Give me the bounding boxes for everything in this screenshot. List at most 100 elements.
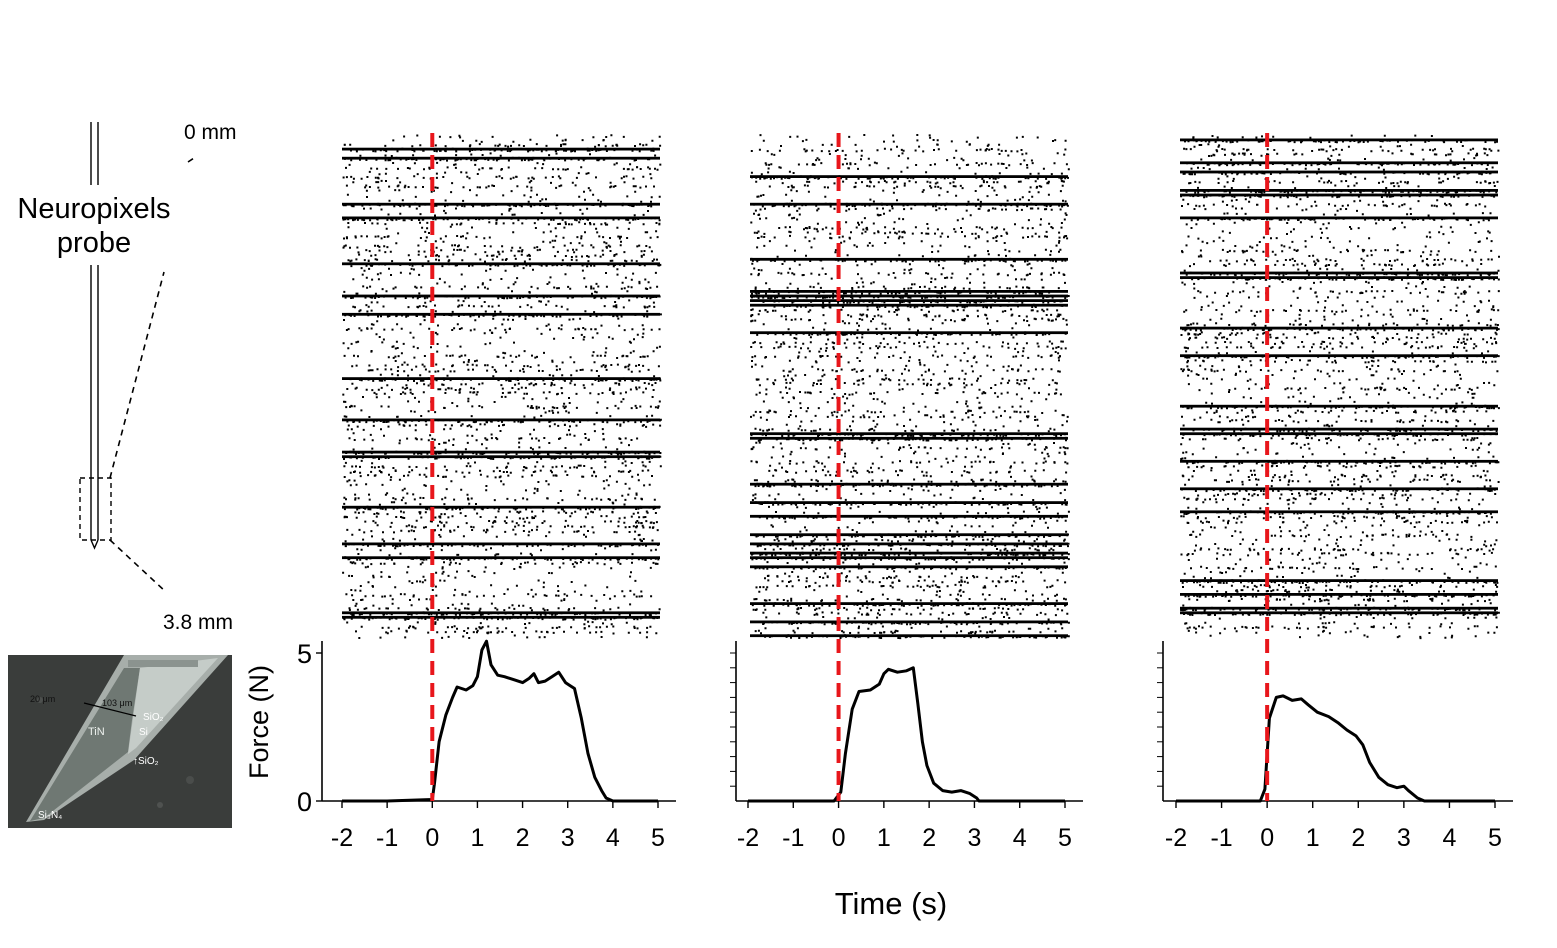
spike-row: [754, 482, 1059, 488]
spike-row: [770, 524, 1049, 529]
spike-row: [346, 386, 655, 392]
spike-row: [1180, 551, 1493, 557]
spike-row: [755, 441, 1055, 447]
spike-row: [1193, 207, 1412, 212]
spike-row: [1186, 363, 1457, 369]
spike-row: [363, 207, 649, 212]
spike-row: [770, 455, 1050, 460]
spike-row: [1183, 308, 1500, 314]
spike-row: [751, 359, 1060, 364]
micrograph-label-sio2-top: SiO₂: [143, 712, 164, 723]
probe-label-mask: [60, 185, 130, 265]
spike-row: [349, 611, 657, 617]
spike-row: [361, 271, 657, 276]
spike-row: [348, 437, 639, 442]
spike-row: [378, 336, 644, 341]
spike-row: [752, 606, 1064, 612]
spike-row: [344, 294, 661, 300]
spike-row: [1181, 248, 1493, 254]
spike-row: [342, 377, 662, 382]
spike-row: [768, 469, 1068, 474]
spike-row: [357, 552, 634, 557]
probe-title-line2: probe: [57, 227, 131, 259]
spike-row: [1201, 239, 1493, 245]
spike-row: [343, 616, 659, 621]
micrograph-label-si3n4: Si₃N₄: [38, 810, 62, 821]
spike-row-band: [342, 216, 660, 220]
spike-row: [379, 373, 656, 378]
spike-row: [1183, 216, 1493, 222]
spike-row: [344, 313, 662, 318]
spike-row: [757, 436, 1067, 442]
spike-row: [751, 354, 1061, 359]
x-tick-label: 5: [651, 824, 665, 852]
spike-row: [343, 400, 661, 405]
spike-row: [750, 446, 1069, 451]
spike-row: [1187, 478, 1500, 483]
x-axis-label: Time (s): [835, 886, 948, 921]
spike-row: [395, 239, 622, 245]
spike-row: [1181, 487, 1496, 493]
spike-row: [345, 184, 655, 190]
micrograph-shank-si: [128, 658, 218, 754]
spike-row: [342, 570, 632, 575]
spike-row: [753, 212, 1068, 217]
spike-row: [776, 253, 1052, 258]
spike-row: [793, 336, 1015, 341]
x-tick-label: 5: [1488, 824, 1502, 852]
spike-row: [1180, 515, 1493, 520]
spike-row: [358, 308, 649, 314]
spike-row: [769, 464, 1012, 470]
spike-row: [1182, 602, 1492, 607]
spike-row: [1188, 597, 1491, 603]
spike-row: [755, 583, 1054, 589]
spike-row-band: [750, 432, 1068, 436]
spike-row: [359, 152, 657, 157]
x-tick-label: 1: [470, 824, 484, 852]
spike-row: [815, 156, 1033, 162]
spike-row-band: [342, 450, 660, 454]
spike-row: [780, 143, 1001, 148]
spike-row: [1197, 253, 1500, 258]
spike-row: [358, 253, 645, 258]
spike-row: [750, 432, 1066, 438]
spike-row: [343, 235, 659, 240]
spike-row: [1181, 202, 1487, 208]
spike-row: [354, 492, 638, 497]
spike-row: [354, 602, 632, 607]
force-axes: -2 -1 0 1 2 3 4 5: [1157, 641, 1513, 852]
spike-row: [1187, 464, 1477, 469]
micrograph-label-103um: 103 μm: [102, 698, 132, 708]
spike-row: [359, 583, 609, 589]
spike-row: [364, 519, 658, 525]
spike-row: [1189, 533, 1473, 538]
spike-row: [1180, 368, 1499, 373]
force-trace: [1176, 694, 1495, 803]
spike-row-band: [750, 565, 1068, 569]
x-tick-label: 1: [877, 824, 891, 852]
spike-row: [1186, 459, 1500, 465]
spike-row: [343, 473, 653, 479]
spike-row: [750, 221, 1063, 226]
spike-row: [1197, 290, 1500, 295]
spike-row: [397, 230, 658, 235]
spike-row-band: [342, 455, 660, 459]
spike-row: [345, 327, 661, 332]
spike-row: [1192, 574, 1479, 580]
spike-row: [762, 138, 1067, 143]
micrograph-debris: [37, 697, 43, 703]
spike-row: [342, 244, 651, 249]
spike-row: [1180, 276, 1500, 281]
micrograph-pad-row: [128, 660, 198, 667]
spike-row: [1205, 400, 1473, 405]
spike-row: [1211, 299, 1490, 304]
spike-row: [781, 395, 1048, 401]
spike-row-band: [342, 611, 660, 615]
spike-row: [401, 487, 631, 492]
spike-row: [343, 143, 662, 148]
spike-row: [790, 189, 1062, 194]
spike-row: [1186, 519, 1498, 525]
spike-row: [1210, 391, 1476, 396]
spike-row: [343, 156, 651, 162]
spike-row: [1182, 451, 1490, 456]
